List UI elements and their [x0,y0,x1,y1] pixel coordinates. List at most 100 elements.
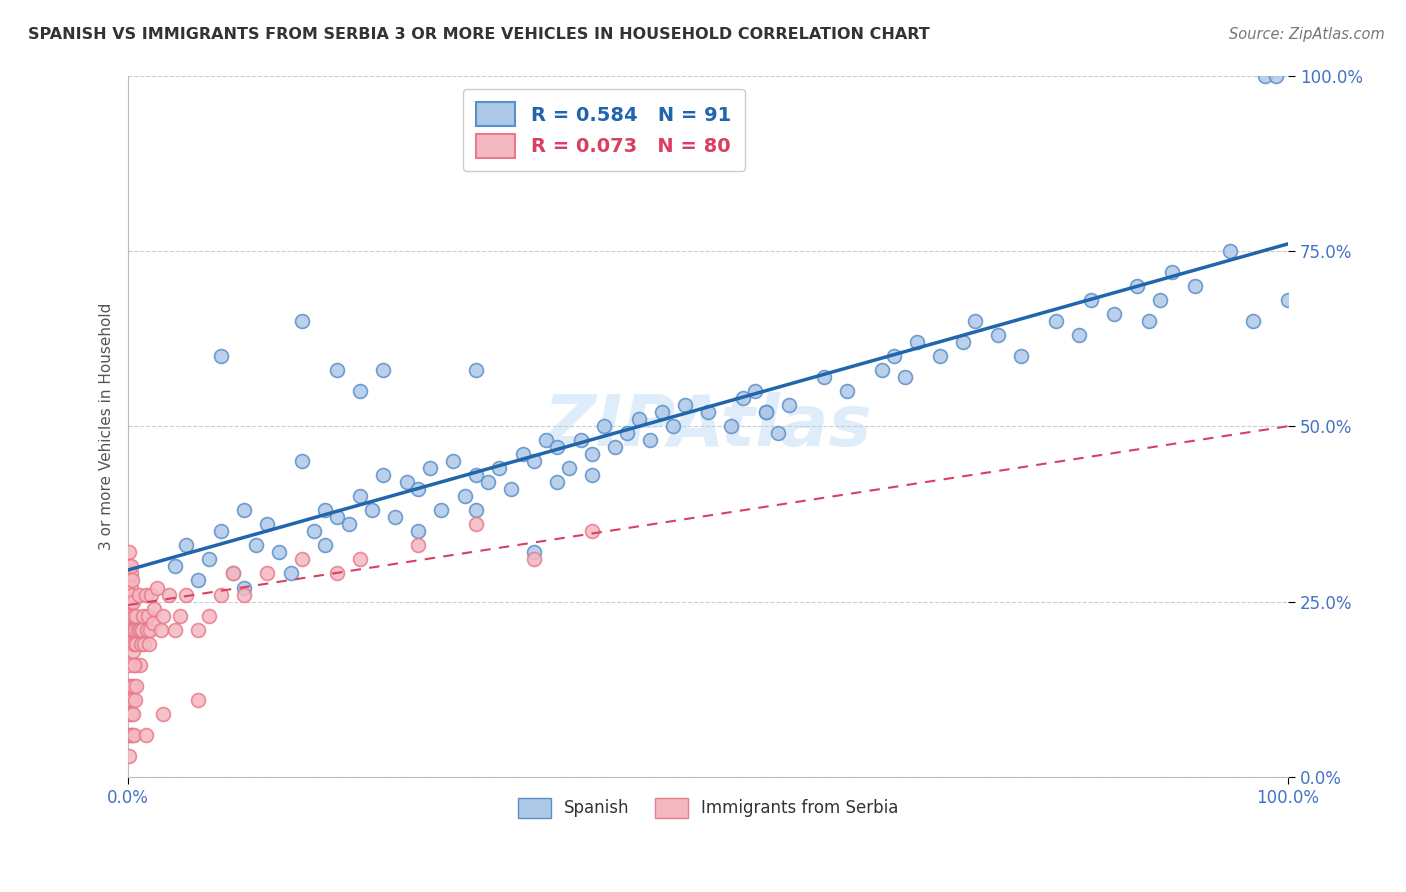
Point [534,434,557,448]
Point [952,334,974,349]
Point [1069,328,1091,343]
Point [291,552,314,566]
Point [187,623,209,637]
Point [499,483,522,497]
Point [118,748,141,763]
Point [1149,293,1171,307]
Point [152,706,174,721]
Point [477,475,499,490]
Point [1241,314,1264,328]
Point [120,566,142,581]
Point [638,434,661,448]
Point [122,657,145,672]
Point [139,623,162,637]
Point [122,679,145,693]
Point [349,552,371,566]
Point [124,623,146,637]
Point [349,384,371,398]
Text: Source: ZipAtlas.com: Source: ZipAtlas.com [1229,27,1385,42]
Point [373,363,395,377]
Point [453,489,475,503]
Point [245,538,267,552]
Point [512,447,534,461]
Point [120,559,142,574]
Point [1277,293,1299,307]
Point [616,426,638,441]
Point [121,574,143,588]
Point [122,728,145,742]
Point [1219,244,1241,258]
Point [755,405,778,419]
Point [280,566,302,581]
Point [120,608,142,623]
Point [118,545,141,559]
Point [122,643,145,657]
Point [122,594,145,608]
Point [122,706,145,721]
Point [326,566,349,581]
Point [546,475,568,490]
Point [209,524,232,539]
Point [326,510,349,524]
Point [129,637,152,651]
Point [128,623,150,637]
Point [326,363,349,377]
Point [121,623,143,637]
Point [135,623,157,637]
Point [1137,314,1160,328]
Point [465,363,488,377]
Point [118,559,141,574]
Point [169,608,191,623]
Point [1161,265,1184,279]
Point [1045,314,1067,328]
Point [813,370,835,384]
Point [174,587,197,601]
Point [837,384,859,398]
Point [488,461,510,475]
Point [120,728,142,742]
Point [125,608,148,623]
Point [302,524,325,539]
Point [291,454,314,468]
Point [546,440,568,454]
Point [118,692,141,706]
Point [120,594,142,608]
Point [430,503,453,517]
Point [384,510,406,524]
Point [134,637,156,651]
Point [373,468,395,483]
Point [120,706,142,721]
Point [581,524,603,539]
Point [987,328,1010,343]
Point [314,538,336,552]
Point [627,412,650,426]
Point [124,657,146,672]
Point [720,419,742,434]
Point [233,587,256,601]
Point [121,692,143,706]
Point [360,503,382,517]
Point [142,615,165,630]
Point [558,461,581,475]
Point [187,692,209,706]
Point [1080,293,1102,307]
Point [163,559,186,574]
Point [267,545,290,559]
Point [697,405,720,419]
Y-axis label: 3 or more Vehicles in Household: 3 or more Vehicles in Household [100,302,114,549]
Point [118,574,141,588]
Point [1184,279,1206,293]
Point [441,454,464,468]
Point [581,447,603,461]
Point [673,398,696,412]
Point [121,728,143,742]
Point [118,587,141,601]
Point [120,679,142,693]
Point [406,524,429,539]
Point [731,391,754,405]
Point [124,692,146,706]
Point [163,623,186,637]
Point [651,405,673,419]
Point [120,637,142,651]
Point [778,398,800,412]
